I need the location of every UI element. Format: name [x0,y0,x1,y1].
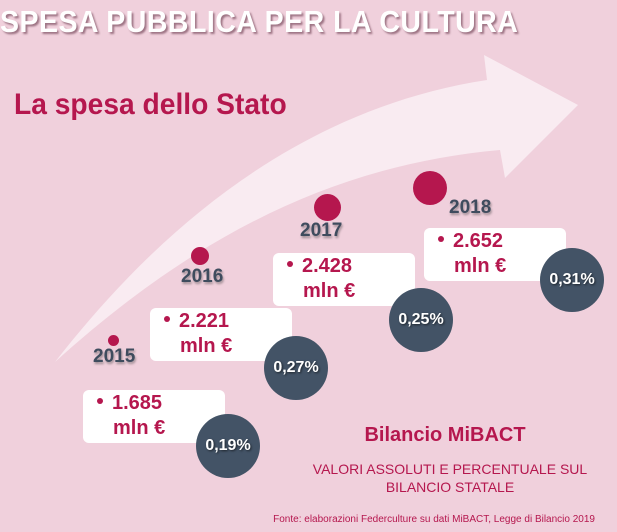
year-label: 2016 [181,266,224,287]
section-subtitle: La spesa dello Stato [14,88,287,121]
percent-badge-2016: 0,27% [264,336,328,400]
bullet-icon [438,235,444,242]
year-label: 2018 [449,197,492,218]
bullet-icon [164,315,170,322]
year-dot-2015 [108,335,119,346]
bullet-icon [287,260,293,267]
percent-badge-2015: 0,19% [196,414,260,478]
value-amount: 2.428 [302,255,353,277]
growth-arrow-shape [55,55,578,362]
year-label: 2015 [93,346,136,367]
source-note: Fonte: elaborazioni Federculture su dati… [273,514,595,525]
value-amount: 1.685 [112,392,163,414]
percent-badge-2018: 0,31% [540,248,604,312]
value-unit: mln € [180,335,233,357]
year-dot-2016 [191,247,209,265]
value-amount: 2.221 [179,310,230,332]
percent-badge-2017: 0,25% [389,288,453,352]
legend-title: Bilancio MiBACT [364,424,526,446]
value-unit: mln € [303,280,356,302]
bullet-icon [97,397,103,404]
value-box-2017: 2.428 mln € [273,253,415,306]
year-label: 2017 [300,220,343,241]
value-unit: mln € [113,417,166,439]
year-dot-2018 [413,171,447,205]
value-amount: 2.652 [453,230,504,252]
value-unit: mln € [454,255,507,277]
year-dot-2017 [314,194,341,221]
main-title: SPESA PUBBLICA PER LA CULTURA [0,4,519,39]
legend-description: VALORI ASSOLUTI E PERCENTUALE SUL BILANC… [312,461,588,495]
